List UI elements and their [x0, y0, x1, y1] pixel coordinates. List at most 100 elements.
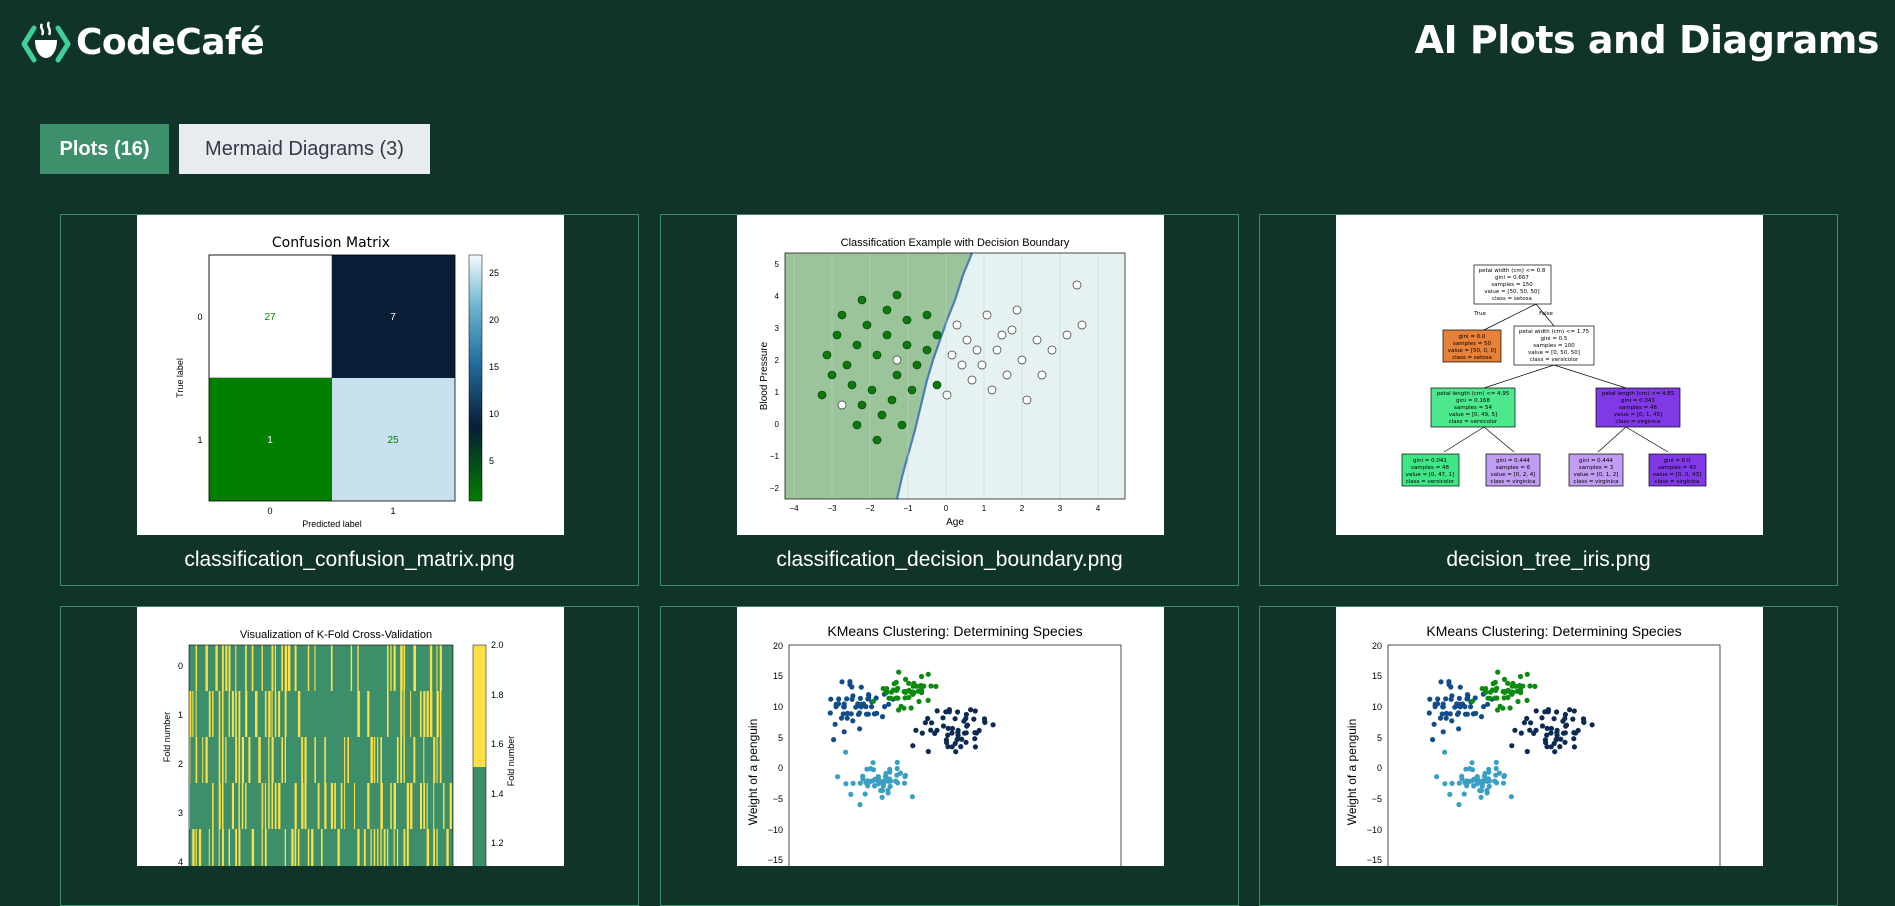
y-tick-label: 0 [1377, 763, 1382, 773]
coffee-cup-logo-icon [21, 21, 71, 63]
plot-filename: decision_tree_iris.png [1446, 548, 1651, 571]
tree-node-text: value = [0, 1, 2] [1574, 472, 1619, 478]
tree-node-text: samples = 6 [1496, 465, 1531, 471]
logo[interactable]: CodeCafé [20, 18, 265, 66]
x-tick-label: 2 [1020, 504, 1025, 513]
y-tick-label: 2 [775, 356, 780, 365]
tree-node-text: value = [0, 1, 45] [1614, 412, 1662, 418]
tree-node-text: samples = 150 [1491, 282, 1533, 288]
tree-node-text: gini = 0.444 [1496, 458, 1530, 464]
y-tick-label: 15 [773, 671, 783, 681]
tree-node-text: gini = 0.041 [1413, 458, 1447, 464]
x-tick-label: 1 [390, 506, 395, 516]
y-tick-label: 4 [775, 292, 780, 301]
y-tick-label: −5 [1372, 794, 1382, 804]
plot-filename: classification_confusion_matrix.png [184, 548, 515, 571]
svg-text:1: 1 [267, 435, 273, 446]
tree-node-text: value = [50, 50, 50] [1484, 289, 1539, 295]
plot-card[interactable]: Confusion Matrix 27 7 1 25 0 1 0 1 Predi… [60, 214, 639, 586]
plot-thumbnail[interactable]: petal width (cm) <= 0.8 gini = 0.667 sam… [1336, 215, 1763, 535]
tree-node-text: class = virginica [1654, 479, 1699, 485]
x-tick-label: 3 [1058, 504, 1063, 513]
svg-text:7: 7 [390, 312, 396, 323]
plot-thumbnail[interactable]: KMeans Clustering: Determining Species 2… [1336, 607, 1763, 866]
tree-node-text: gini = 0.667 [1495, 275, 1529, 281]
x-axis-label: Age [946, 517, 964, 528]
x-tick-label: 0 [267, 506, 272, 516]
plot-title: KMeans Clustering: Determining Species [827, 623, 1082, 639]
plot-card[interactable]: Classification Example with Decision Bou… [660, 214, 1239, 586]
y-tick-label: 5 [1377, 733, 1382, 743]
y-axis-label: True label [175, 358, 185, 398]
tree-node-text: samples = 50 [1453, 341, 1491, 347]
y-tick-label: 0 [178, 661, 183, 671]
tree-edge-label: False [1539, 311, 1553, 317]
tab-bar: Plots (16) Mermaid Diagrams (3) [40, 124, 430, 174]
y-axis-label: Weight of a penguin [1345, 719, 1359, 826]
plot-title: Classification Example with Decision Bou… [841, 237, 1070, 249]
plot-card[interactable]: KMeans Clustering: Determining Species 2… [660, 606, 1239, 906]
plot-thumbnail[interactable]: Classification Example with Decision Bou… [737, 215, 1164, 535]
plot-card[interactable]: KMeans Clustering: Determining Species 2… [1259, 606, 1838, 906]
colorbar-label: Fold number [506, 736, 516, 787]
x-tick-label: −3 [827, 504, 837, 513]
y-tick-label: 10 [1372, 702, 1382, 712]
tab-mermaid-diagrams[interactable]: Mermaid Diagrams (3) [179, 124, 430, 174]
x-tick-label: −4 [789, 504, 799, 513]
tree-node-text: class = virginica [1490, 479, 1535, 485]
tree-node-text: value = [0, 2, 4] [1491, 472, 1536, 478]
plot-title: KMeans Clustering: Determining Species [1426, 623, 1681, 639]
y-tick-label: 1 [775, 388, 780, 397]
y-tick-label: −5 [773, 794, 783, 804]
colorbar-tick: 25 [489, 268, 499, 278]
tree-node-text: value = [0, 0, 43] [1653, 472, 1701, 478]
y-tick-label: −15 [1367, 855, 1382, 865]
y-tick-label: 3 [178, 808, 183, 818]
x-tick-label: 0 [944, 504, 949, 513]
tree-node-text: value = [0, 50, 50] [1528, 350, 1580, 356]
tree-node-text: samples = 54 [1454, 405, 1492, 411]
y-tick-label: 0 [197, 312, 202, 322]
tab-plots[interactable]: Plots (16) [40, 124, 169, 174]
x-tick-label: 4 [1096, 504, 1101, 513]
plot-card[interactable]: petal width (cm) <= 0.8 gini = 0.667 sam… [1259, 214, 1838, 586]
y-tick-label: −2 [770, 484, 780, 493]
svg-text:27: 27 [264, 312, 276, 323]
y-tick-label: −10 [1367, 825, 1382, 835]
x-tick-label: 1 [982, 504, 987, 513]
tree-node-text: gini = 0.5 [1541, 336, 1568, 342]
y-tick-label: −1 [770, 452, 780, 461]
plot-thumbnail[interactable]: Confusion Matrix 27 7 1 25 0 1 0 1 Predi… [137, 215, 564, 535]
tree-node-text: value = [0, 47, 1] [1406, 472, 1454, 478]
tree-node-text: samples = 48 [1411, 465, 1449, 471]
tree-node-text: class = virginica [1615, 419, 1660, 425]
y-tick-label: −15 [768, 855, 783, 865]
x-tick-label: −1 [903, 504, 913, 513]
tree-node-text: gini = 0.444 [1579, 458, 1613, 464]
colorbar-tick: 10 [489, 409, 499, 419]
y-tick-label: 4 [178, 857, 183, 866]
tree-node-text: petal length (cm) <= 4.95 [1437, 391, 1510, 397]
tree-node-text: class = setosa [1492, 296, 1532, 302]
x-tick-label: −2 [865, 504, 875, 513]
logo-text: CodeCafé [76, 21, 265, 63]
y-axis-label: Fold number [162, 712, 172, 763]
tree-node-text: gini = 0.0 [1664, 458, 1691, 464]
y-tick-label: 0 [778, 763, 783, 773]
tree-node-text: gini = 0.0 [1459, 334, 1486, 340]
tree-node-text: class = virginica [1573, 479, 1618, 485]
colorbar-tick: 1.8 [491, 690, 504, 700]
tree-node-text: class = versicolor [1449, 419, 1498, 425]
plot-thumbnail[interactable]: KMeans Clustering: Determining Species 2… [737, 607, 1164, 866]
colorbar-tick: 2.0 [491, 640, 504, 650]
y-tick-label: 2 [178, 759, 183, 769]
header: CodeCafé AI Plots and Diagrams [0, 0, 1895, 100]
y-tick-label: 3 [775, 324, 780, 333]
plot-thumbnail[interactable]: Visualization of K-Fold Cross-Validation… [137, 607, 564, 866]
tree-node-text: samples = 100 [1533, 343, 1575, 349]
y-tick-label: 10 [773, 702, 783, 712]
svg-text:25: 25 [387, 435, 399, 446]
y-tick-label: 1 [178, 710, 183, 720]
y-axis-label: Blood Pressure [759, 341, 770, 410]
plot-card[interactable]: Visualization of K-Fold Cross-Validation… [60, 606, 639, 906]
